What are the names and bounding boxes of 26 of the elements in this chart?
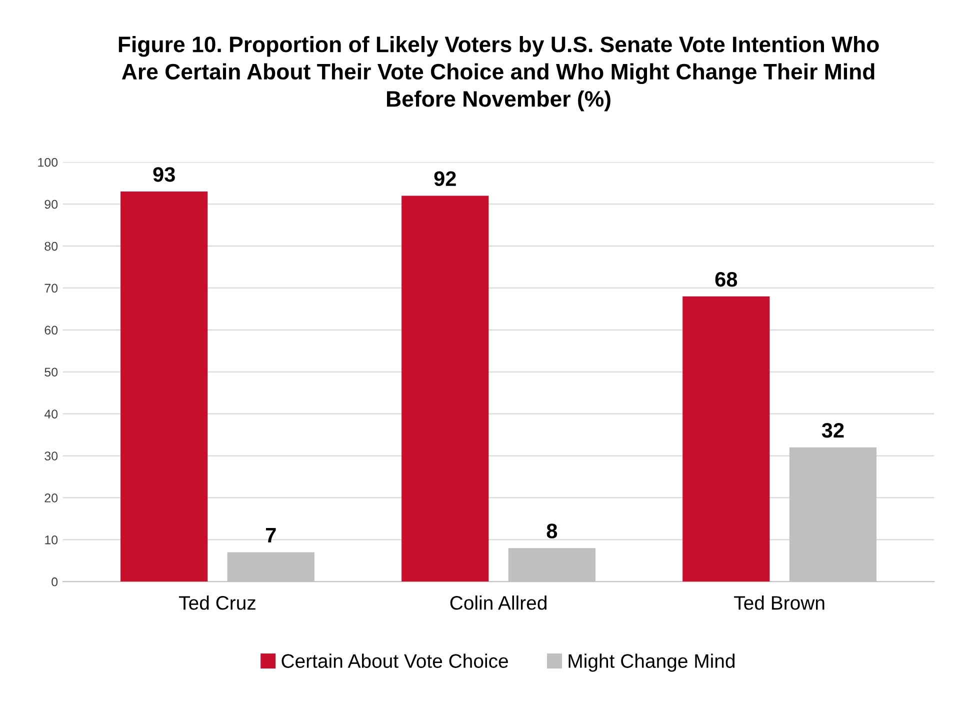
data-label: 7	[266, 528, 276, 542]
data-label: 92	[434, 171, 456, 186]
bar	[120, 192, 208, 582]
y-tick-label: 90	[44, 200, 58, 209]
data-label: 93	[153, 167, 175, 182]
x-tick-label: Ted Cruz	[179, 596, 256, 610]
y-tick-label: 20	[44, 494, 58, 502]
data-label: 32	[822, 422, 844, 438]
y-tick-label: 30	[44, 452, 58, 460]
y-tick-label: 10	[45, 535, 58, 544]
data-label: 8	[546, 524, 558, 538]
chart-title: Figure 10. Proportion of Likely Voters by U.S. Senate Vote Intention Who Are Certain About Their Vote Choice and Who Might Change Their Mind Before November (%)	[118, 36, 879, 112]
data-label: 68	[715, 272, 738, 287]
y-tick-label: 40	[44, 410, 58, 418]
y-tick-label: 100	[38, 158, 58, 167]
y-tick-label: 50	[44, 368, 58, 377]
bar	[682, 296, 770, 582]
y-tick-label: 70	[44, 284, 58, 293]
y-tick-label: 60	[44, 326, 58, 335]
legend-label: Might Change Mind	[568, 654, 735, 672]
bar	[402, 196, 489, 582]
legend-label: Certain About Vote Choice	[282, 654, 508, 668]
x-tick-label: Ted Brown	[734, 596, 824, 610]
y-tick-label: 80	[44, 242, 58, 251]
x-tick-label: Colin Allred	[450, 596, 546, 610]
y-tick-label: 0	[52, 577, 58, 586]
